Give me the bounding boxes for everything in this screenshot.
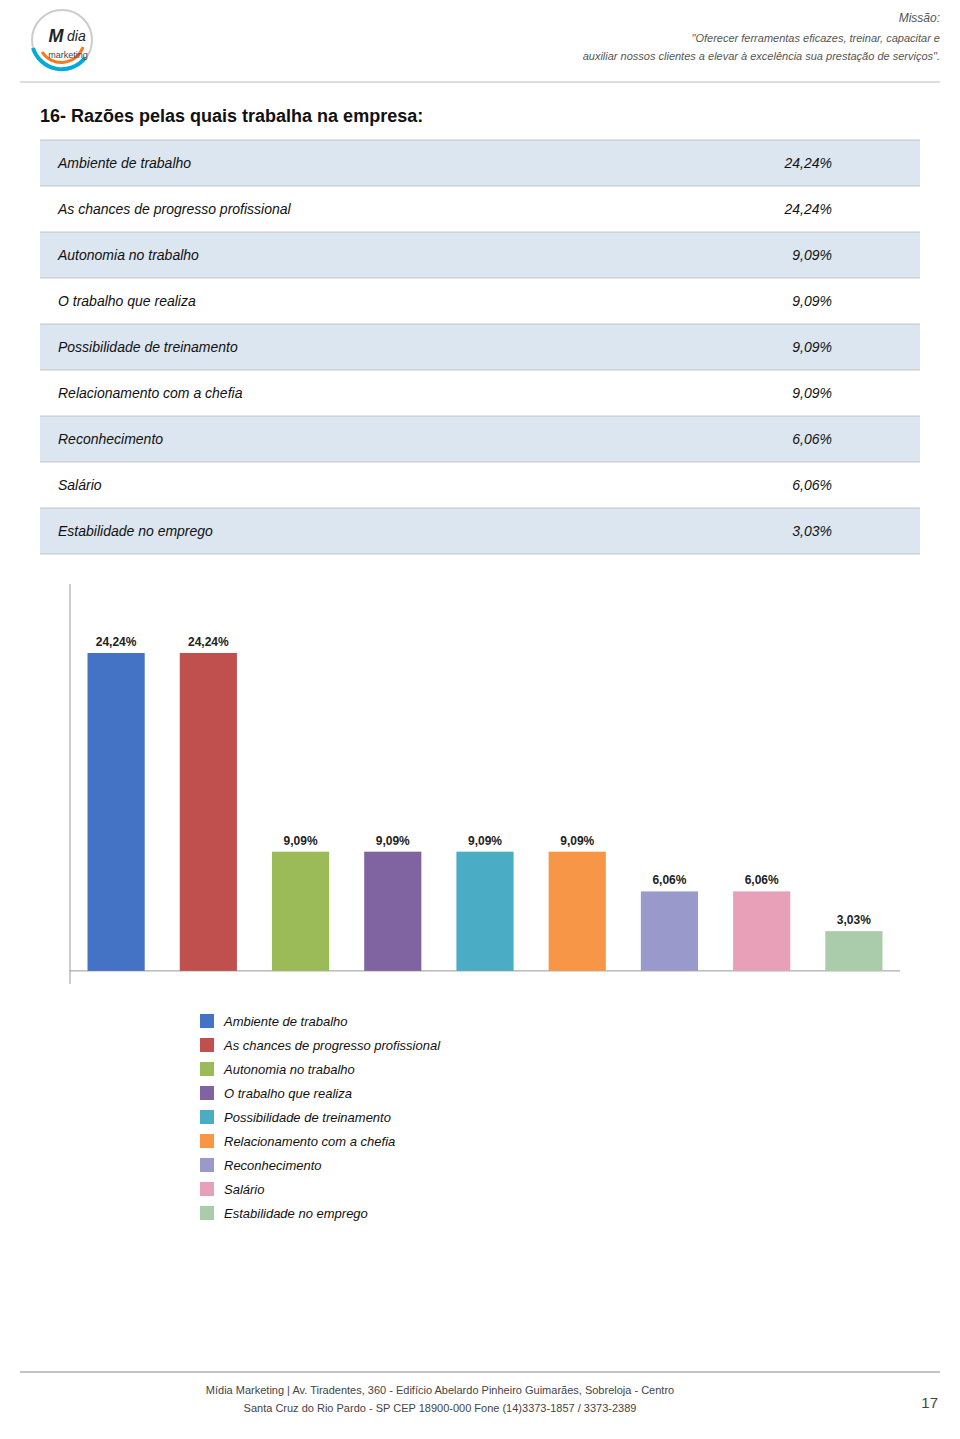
legend-swatch bbox=[200, 1038, 214, 1052]
table-value: 9,09% bbox=[792, 385, 832, 401]
bar bbox=[180, 653, 237, 971]
table-row bbox=[40, 278, 920, 324]
data-label: 9,09% bbox=[284, 834, 318, 848]
legend-swatch bbox=[200, 1206, 214, 1220]
table: Ambiente de trabalho 24,24% As chances de … bbox=[40, 140, 920, 554]
table-rule bbox=[40, 416, 920, 417]
table-rule bbox=[40, 324, 920, 325]
table-label: As chances de progresso profissional bbox=[57, 201, 292, 217]
data-label: 24,24% bbox=[188, 635, 229, 649]
footer-text: Mídia Marketing | Av. Tiradentes, 360 - … bbox=[206, 1384, 674, 1396]
table-rule bbox=[40, 370, 920, 371]
legend-label: As chances de progresso profissional bbox=[223, 1038, 441, 1053]
table-label: O trabalho que realiza bbox=[58, 293, 196, 309]
table-value: 6,06% bbox=[792, 477, 832, 493]
table-rule bbox=[40, 278, 920, 279]
bar bbox=[549, 852, 606, 971]
legend-label: Estabilidade no emprego bbox=[224, 1206, 368, 1221]
data-label: 3,03% bbox=[837, 913, 871, 927]
table-row bbox=[40, 324, 920, 370]
bar bbox=[364, 852, 421, 971]
mission-text: "Oferecer ferramentas eficazes, treinar,… bbox=[692, 32, 940, 44]
logo-ring bbox=[32, 10, 92, 70]
legend-swatch bbox=[200, 1086, 214, 1100]
legend-label: Salário bbox=[224, 1182, 264, 1197]
mission-title: Missão: bbox=[899, 11, 940, 25]
legend-swatch bbox=[200, 1014, 214, 1028]
bar bbox=[456, 852, 513, 971]
bar bbox=[825, 931, 882, 971]
table-rule bbox=[40, 554, 920, 555]
table-value: 9,09% bbox=[792, 247, 832, 263]
table-value: 6,06% bbox=[792, 431, 832, 447]
footer-text: Santa Cruz do Rio Pardo - SP CEP 18900-0… bbox=[244, 1402, 637, 1414]
data-label: 9,09% bbox=[468, 834, 502, 848]
table-label: Possibilidade de treinamento bbox=[58, 339, 238, 355]
legend-swatch bbox=[200, 1062, 214, 1076]
logo-text: M bbox=[49, 26, 65, 46]
logo: Mdia marketing bbox=[32, 10, 92, 70]
table-rule bbox=[40, 186, 920, 187]
y-axis-line bbox=[70, 584, 71, 984]
table-rule bbox=[40, 462, 920, 463]
table-value: 9,09% bbox=[792, 293, 832, 309]
bars bbox=[88, 653, 883, 971]
legend-label: Autonomia no trabalho bbox=[223, 1062, 355, 1077]
bar bbox=[733, 891, 790, 970]
table-row bbox=[40, 232, 920, 278]
table-row bbox=[40, 508, 920, 554]
background bbox=[0, 0, 960, 1439]
bar bbox=[88, 653, 145, 971]
table-value: 24,24% bbox=[784, 201, 832, 217]
title: 16- Razões pelas quais trabalha na empre… bbox=[40, 106, 423, 126]
table-label: Autonomia no trabalho bbox=[57, 247, 199, 263]
data-label: 9,09% bbox=[376, 834, 410, 848]
page-number: 17 bbox=[921, 1394, 938, 1411]
table-row bbox=[40, 140, 920, 186]
bar bbox=[641, 891, 698, 970]
separator bbox=[20, 1372, 940, 1373]
legend-swatch bbox=[200, 1158, 214, 1172]
separator bbox=[20, 82, 940, 83]
table-label: Ambiente de trabalho bbox=[57, 155, 191, 171]
data-label: 6,06% bbox=[745, 873, 779, 887]
table-row bbox=[40, 416, 920, 462]
chart: 24,24% 24,24% 9,09% 9,09% 9,09% 9,09% 6,06% 6,0… bbox=[70, 584, 900, 984]
table-value: 9,09% bbox=[792, 339, 832, 355]
legend-swatch bbox=[200, 1110, 214, 1124]
data-label: 24,24% bbox=[96, 635, 137, 649]
table-row bbox=[40, 186, 920, 232]
table-rule bbox=[40, 140, 920, 141]
table-rule bbox=[40, 232, 920, 233]
legend: Ambiente de trabalho As chances de progre… bbox=[200, 1014, 441, 1221]
page: Mdia marketing Missão: "Oferecer ferramenta… bbox=[0, 0, 960, 1439]
table-row bbox=[40, 370, 920, 416]
table-label: Relacionamento com a chefia bbox=[58, 385, 243, 401]
table-label: Salário bbox=[58, 477, 102, 493]
table-value: 24,24% bbox=[784, 155, 832, 171]
table-row bbox=[40, 462, 920, 508]
data-label: 9,09% bbox=[560, 834, 594, 848]
logo-text: dia bbox=[67, 28, 86, 44]
table-label: Reconhecimento bbox=[58, 431, 163, 447]
table-label: Estabilidade no emprego bbox=[58, 523, 213, 539]
legend-label: Ambiente de trabalho bbox=[223, 1014, 348, 1029]
legend-label: Relacionamento com a chefia bbox=[224, 1134, 395, 1149]
legend-swatch bbox=[200, 1182, 214, 1196]
legend-label: Reconhecimento bbox=[224, 1158, 322, 1173]
table-value: 3,03% bbox=[792, 523, 832, 539]
legend-label: O trabalho que realiza bbox=[224, 1086, 352, 1101]
logo-text: marketing bbox=[48, 50, 88, 60]
legend-label: Possibilidade de treinamento bbox=[224, 1110, 391, 1125]
data-label: 6,06% bbox=[652, 873, 686, 887]
legend-swatch bbox=[200, 1134, 214, 1148]
bar bbox=[272, 852, 329, 971]
mission-text: auxiliar nossos clientes a elevar à exce… bbox=[583, 50, 940, 62]
table-rule bbox=[40, 508, 920, 509]
